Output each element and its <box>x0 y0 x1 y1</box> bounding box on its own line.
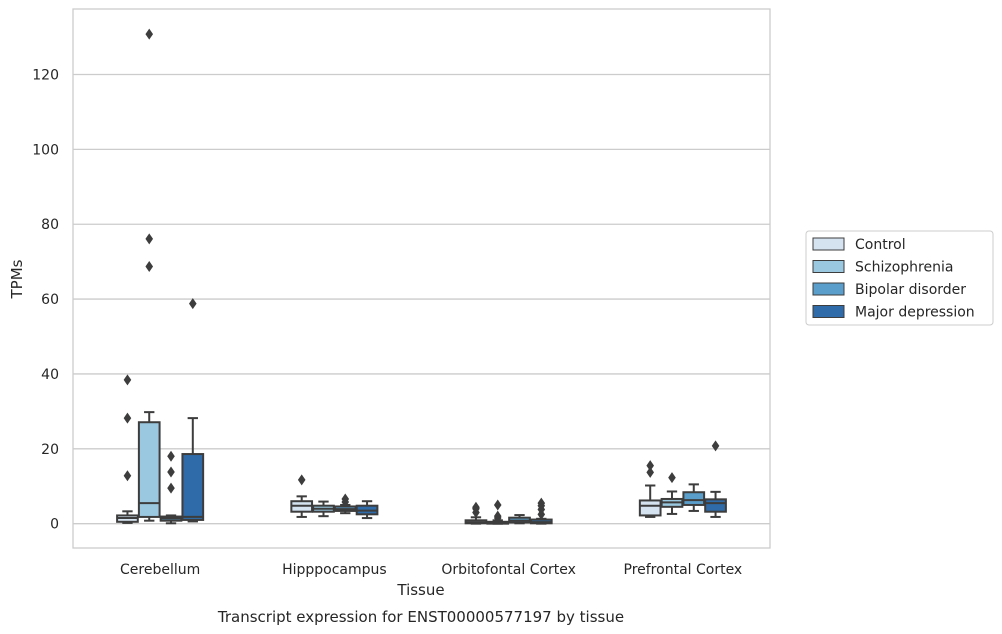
outlier-point <box>341 493 350 505</box>
box-3-2 <box>682 483 706 512</box>
y-tick-label: 20 <box>41 442 59 458</box>
outlier-point <box>123 470 132 482</box>
box-2-1 <box>486 499 510 525</box>
box-0-1 <box>137 28 161 522</box>
box-2-0 <box>464 501 488 525</box>
y-tick-label: 40 <box>41 367 59 383</box>
grid-lines <box>73 73 770 525</box>
outlier-point <box>188 298 197 310</box>
outlier-point <box>167 482 175 494</box>
x-tick-label: Orbitofontal Cortex <box>441 562 576 578</box>
legend-swatch <box>812 282 845 296</box>
box-0-2 <box>159 450 183 525</box>
box-3-3 <box>704 440 727 518</box>
y-tick-label: 60 <box>41 292 59 308</box>
x-tick-label: Cerebellum <box>120 562 200 578</box>
outlier-point <box>167 466 175 478</box>
outlier-point <box>646 460 655 472</box>
x-axis-title: Tissue <box>396 581 444 599</box>
outlier-point <box>472 501 480 513</box>
outlier-point <box>711 440 720 452</box>
legend-label: Bipolar disorder <box>855 282 966 298</box>
y-tick-label: 0 <box>50 517 59 533</box>
chart-caption: Transcript expression for ENST0000057719… <box>217 608 624 626</box>
box-3-1 <box>660 472 684 515</box>
box-0-3 <box>181 298 205 523</box>
box-1-1 <box>312 500 335 518</box>
legend: Control Schizophrenia Bipolar disorder Majo… <box>805 230 994 326</box>
outlier-point <box>493 499 502 511</box>
outlier-point <box>145 233 154 245</box>
outlier-point <box>145 28 154 40</box>
y-tick-label: 100 <box>32 142 59 158</box>
box-iqr <box>638 499 662 517</box>
outlier-point <box>297 474 306 486</box>
box-iqr <box>181 453 205 521</box>
y-axis-title: TPMs <box>8 259 26 299</box>
legend-frame <box>805 230 994 326</box>
legend-label: Major depression <box>855 305 975 321</box>
legend-label: Schizophrenia <box>855 260 953 276</box>
legend-swatch <box>812 305 845 318</box>
box-1-0 <box>290 474 314 518</box>
box-3-0 <box>638 460 662 518</box>
y-tick-label: 80 <box>41 217 59 233</box>
outlier-point <box>646 466 655 478</box>
x-axis-ticks: Cerebellum Hipppocampus Orbitofontal Corte… <box>120 562 742 578</box>
plot-frame <box>72 8 771 549</box>
legend-swatch <box>812 260 845 273</box>
box-iqr <box>704 498 727 513</box>
box-groups <box>116 28 727 525</box>
y-axis-ticks: 0 20 40 60 80 100 120 <box>32 68 59 533</box>
outlier-point <box>123 374 132 386</box>
x-tick-label: Hipppocampus <box>282 562 387 578</box>
outlier-point <box>123 412 132 424</box>
box-1-2 <box>333 493 357 515</box>
outlier-point <box>537 497 546 509</box>
legend-swatch <box>812 237 845 251</box>
box-0-0 <box>116 374 139 524</box>
box-2-2 <box>508 514 531 525</box>
outlier-point <box>668 472 676 484</box>
legend-label: Control <box>855 237 906 253</box>
box-1-3 <box>355 500 379 520</box>
box-iqr <box>137 421 161 518</box>
outlier-point <box>145 261 154 273</box>
x-tick-label: Prefrontal Cortex <box>624 562 743 578</box>
outlier-point <box>167 450 175 462</box>
y-tick-label: 120 <box>32 68 59 84</box>
box-2-3 <box>529 497 553 525</box>
outlier-point <box>493 510 502 522</box>
box-iqr <box>682 491 706 506</box>
